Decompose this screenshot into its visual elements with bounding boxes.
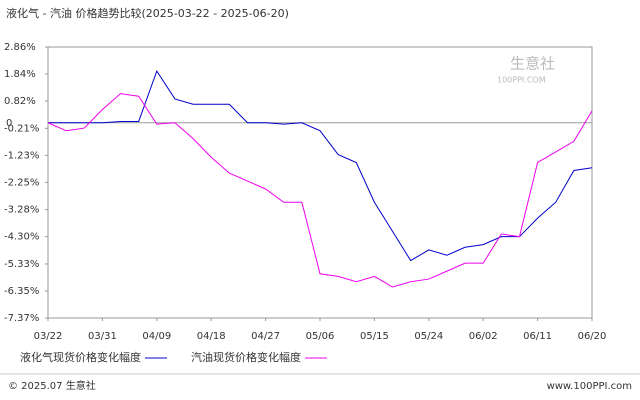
legend-label: 液化气现货价格变化幅度 (20, 350, 141, 364)
y-tick-label: -7.37% (4, 313, 39, 324)
series-line (47, 93, 593, 288)
y-tick-label: -2.25% (4, 177, 39, 188)
y-tick-label: -6.35% (4, 286, 39, 297)
legend-label: 汽油现货价格变化幅度 (191, 350, 301, 364)
x-tick-label: 05/06 (306, 331, 335, 342)
x-tick-label: 04/27 (251, 331, 280, 342)
watermark-name: 生意社 (510, 55, 555, 73)
y-tick-label: -1.23% (4, 150, 39, 161)
footer-right: www.100PPI.com (547, 381, 632, 392)
y-tick-label: -5.33% (4, 259, 39, 270)
y-tick-label: 0.82% (4, 96, 36, 107)
y-tick-label: -3.28% (4, 205, 39, 216)
y-tick-label: 1.84% (4, 69, 36, 80)
watermark-site: 100PPI.COM (497, 76, 546, 85)
x-tick-label: 03/31 (88, 331, 117, 342)
y-tick-label: 2.86% (4, 42, 36, 53)
x-tick-label: 05/15 (360, 331, 389, 342)
y-tick-label: -4.30% (4, 232, 39, 243)
footer-left: © 2025.07 生意社 (8, 379, 96, 392)
y-tick-label: -0.21% (4, 123, 39, 134)
zero-label: 0 (6, 118, 12, 129)
series-line (48, 69, 593, 262)
chart-title: 液化气 - 汽油 价格趋势比较(2025-03-22 - 2025-06-20) (6, 6, 289, 20)
x-tick-label: 06/11 (523, 331, 552, 342)
x-tick-label: 06/02 (469, 331, 498, 342)
x-tick-label: 04/18 (197, 331, 226, 342)
x-tick-label: 05/24 (414, 331, 443, 342)
x-tick-label: 03/22 (34, 331, 63, 342)
x-tick-label: 04/09 (142, 331, 171, 342)
x-tick-label: 06/20 (578, 331, 607, 342)
